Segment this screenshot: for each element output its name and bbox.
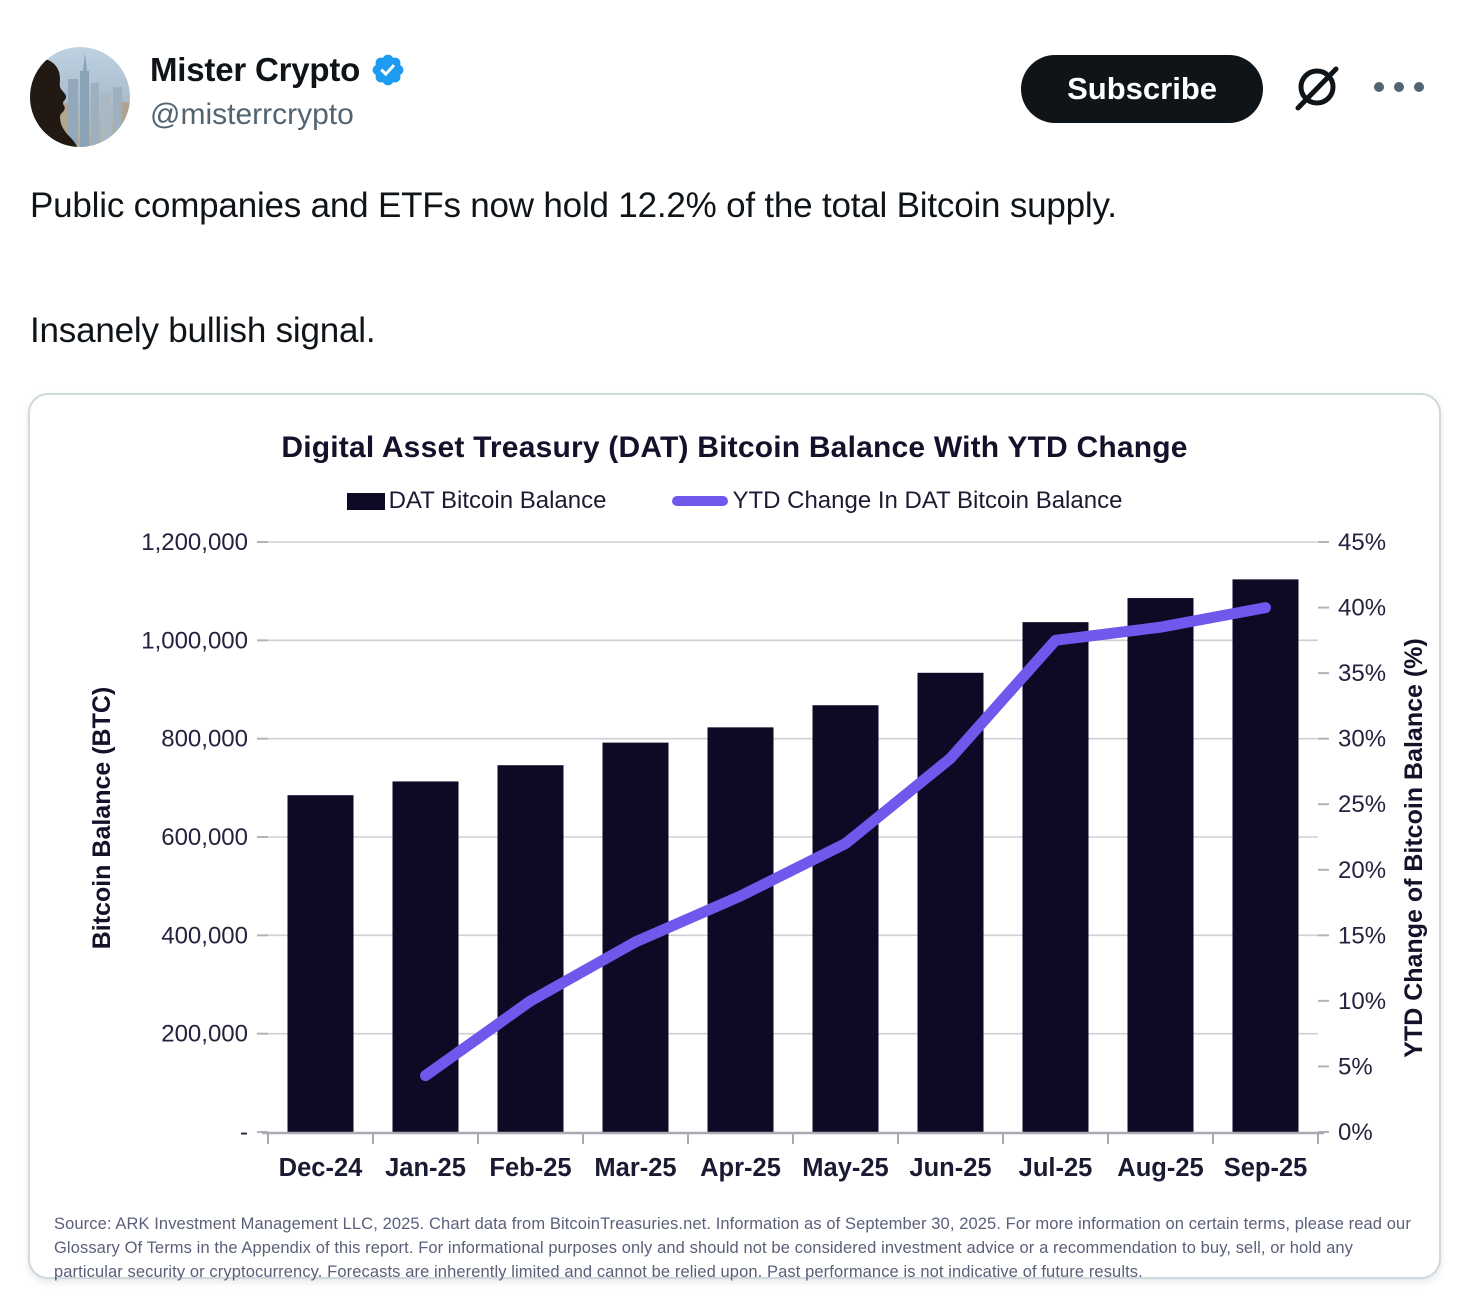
svg-text:15%: 15% — [1338, 922, 1386, 949]
line-swatch — [672, 496, 729, 506]
legend-label-line: YTD Change In DAT Bitcoin Balance — [732, 487, 1123, 514]
bar-feb-25 — [497, 765, 564, 1132]
bar-dec-24 — [287, 795, 354, 1132]
svg-text:Dec-24: Dec-24 — [279, 1154, 363, 1182]
tweet-body: Public companies and ETFs now hold 12.2%… — [0, 183, 1469, 353]
svg-text:Sep-25: Sep-25 — [1224, 1154, 1308, 1182]
chart-disclaimer: Source: ARK Investment Management LLC, 2… — [54, 1215, 1411, 1281]
bar-aug-25 — [1127, 598, 1194, 1132]
svg-text:400,000: 400,000 — [161, 922, 248, 949]
svg-text:25%: 25% — [1338, 791, 1386, 818]
svg-text:20%: 20% — [1338, 857, 1386, 884]
display-name[interactable]: Mister Crypto — [150, 51, 361, 88]
svg-text:Bitcoin Balance (BTC): Bitcoin Balance (BTC) — [88, 687, 116, 950]
bar-apr-25 — [707, 727, 774, 1132]
subscribe-button[interactable]: Subscribe — [1021, 55, 1263, 123]
svg-text:Jan-25: Jan-25 — [385, 1154, 466, 1182]
legend-label-bar: DAT Bitcoin Balance — [388, 487, 607, 514]
axis-labels: 1,200,000 1,000,000 800,000 600,000 400,000 2… — [88, 529, 1428, 1182]
svg-text:45%: 45% — [1338, 529, 1386, 556]
svg-text:Jul-25: Jul-25 — [1019, 1154, 1093, 1182]
legend-item-bar: DAT Bitcoin Balance — [346, 487, 607, 515]
tweet-header: Mister Crypto @misterrcrypto Subscribe — [0, 0, 1469, 147]
avatar[interactable] — [30, 47, 130, 147]
svg-text:40%: 40% — [1338, 595, 1386, 622]
ytd-line — [420, 602, 1271, 1082]
svg-text:30%: 30% — [1338, 726, 1386, 753]
bar-series — [287, 579, 1299, 1132]
svg-text:Apr-25: Apr-25 — [700, 1154, 781, 1182]
bar-swatch — [346, 492, 385, 510]
svg-text:0%: 0% — [1338, 1119, 1373, 1146]
legend-item-line: YTD Change In DAT Bitcoin Balance — [672, 487, 1122, 515]
chart-title: Digital Asset Treasury (DAT) Bitcoin Bal… — [281, 431, 1188, 464]
tweet-text-line1: Public companies and ETFs now hold 12.2%… — [30, 186, 1117, 225]
svg-text:Jun-25: Jun-25 — [909, 1154, 991, 1182]
svg-text:10%: 10% — [1338, 988, 1386, 1015]
bar-jun-25 — [917, 672, 984, 1132]
svg-text:-: - — [240, 1119, 248, 1146]
avatar-image — [30, 47, 130, 147]
bar-sep-25 — [1232, 579, 1299, 1132]
grok-icon[interactable] — [1289, 62, 1343, 116]
svg-text:5%: 5% — [1338, 1053, 1373, 1080]
bar-may-25 — [812, 705, 879, 1132]
chart-canvas: 1,200,000 1,000,000 800,000 600,000 400,000 2… — [88, 529, 1428, 1182]
svg-text:35%: 35% — [1338, 660, 1386, 687]
svg-text:1,000,000: 1,000,000 — [141, 627, 248, 654]
chart-card[interactable]: Digital Asset Treasury (DAT) Bitcoin Bal… — [28, 393, 1441, 1281]
svg-text:200,000: 200,000 — [161, 1021, 248, 1048]
svg-text:YTD Change of Bitcoin Balance: YTD Change of Bitcoin Balance (%) — [1400, 638, 1428, 1057]
tweet-text-line2: Insanely bullish signal. — [30, 311, 376, 350]
bar-jul-25 — [1022, 622, 1089, 1132]
x-axis — [262, 1131, 1324, 1144]
svg-text:Mar-25: Mar-25 — [594, 1154, 676, 1182]
svg-text:May-25: May-25 — [802, 1154, 888, 1182]
svg-text:Aug-25: Aug-25 — [1117, 1154, 1203, 1182]
identity-block: Mister Crypto @misterrcrypto — [150, 51, 406, 132]
svg-text:600,000: 600,000 — [161, 824, 248, 851]
svg-text:1,200,000: 1,200,000 — [141, 529, 248, 556]
chart-legend: DAT Bitcoin Balance YTD Change In DAT Bi… — [30, 487, 1439, 515]
svg-text:Feb-25: Feb-25 — [489, 1154, 571, 1182]
user-handle[interactable]: @misterrcrypto — [150, 98, 354, 131]
more-menu-icon[interactable] — [1371, 77, 1427, 97]
svg-text:800,000: 800,000 — [161, 726, 248, 753]
verified-badge-icon — [372, 54, 404, 86]
